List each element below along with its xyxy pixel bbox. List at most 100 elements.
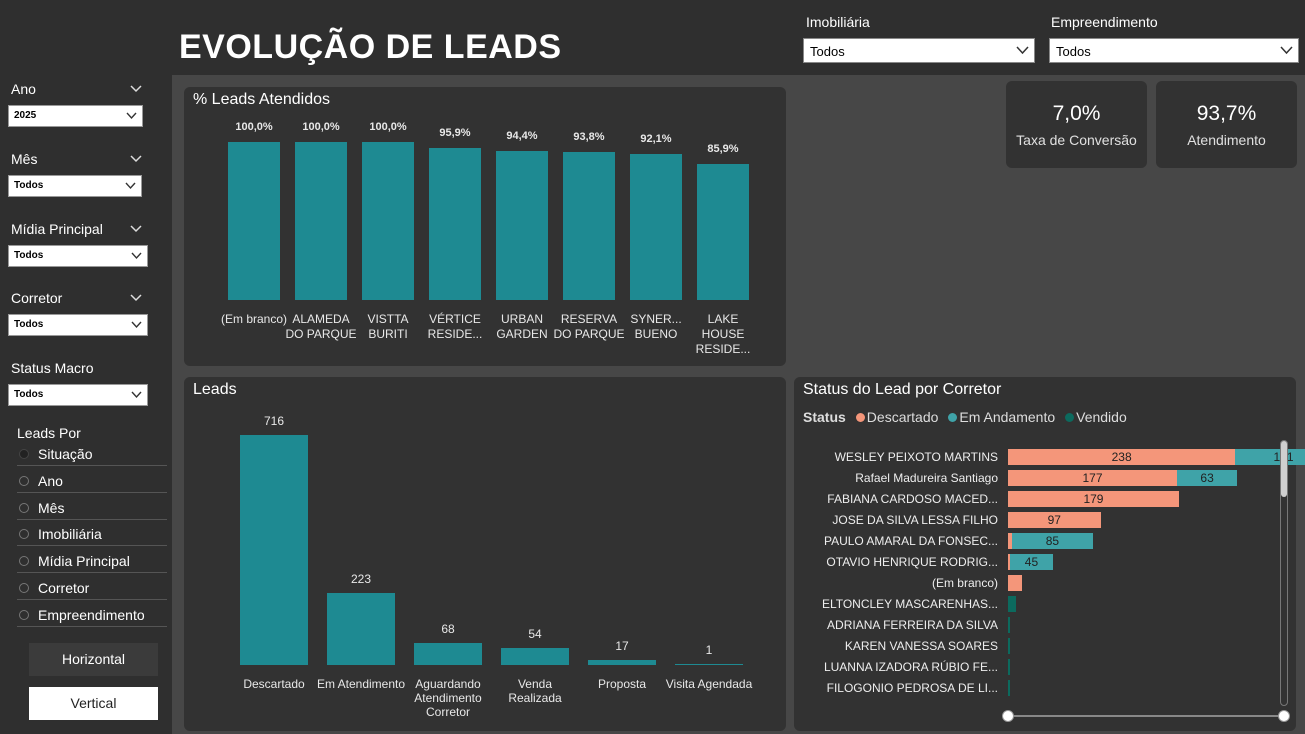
bar[interactable] [228,142,280,300]
horizontal-zoom-slider[interactable] [1008,715,1284,717]
filter-label: Status Macro [11,360,94,376]
category-label: LAKE HOUSE RESIDE... [695,312,751,356]
zoom-slider-end-handle[interactable] [1278,710,1290,722]
bar[interactable] [414,643,482,665]
radio-label: Empreendimento [38,606,145,623]
kpi-atendimento: 93,7% Atendimento [1156,81,1297,168]
bar-segment[interactable] [1008,617,1010,633]
kpi-label: Taxa de Conversão [1016,132,1137,148]
radio-option[interactable]: Ano [17,471,167,493]
data-label: 100,0% [369,121,407,133]
chevron-down-icon [125,182,136,190]
radio-option[interactable]: Empreendimento [17,605,167,627]
bar-segment[interactable]: 63 [1177,470,1238,486]
bar-segment[interactable] [1008,533,1012,549]
vertical-button[interactable]: Vertical [29,687,158,720]
filter-select[interactable]: Todos [8,245,148,267]
empreendimento-select[interactable]: Todos [1049,38,1299,63]
scrollbar-thumb[interactable] [1281,441,1287,497]
chevron-down-icon [131,252,142,260]
legend-item-em-andamento[interactable]: Em Andamento [948,409,1055,425]
chart-title: Status do Lead por Corretor [803,381,1002,398]
bar[interactable] [588,659,656,665]
corretor-name: LUANNA IZADORA RÚBIO FE... [823,660,998,674]
bar-segment[interactable]: 101 [1235,449,1305,465]
filter-select[interactable]: Todos [8,384,148,406]
bar-segment[interactable] [1008,680,1010,696]
bar[interactable] [295,142,347,300]
chevron-down-icon [130,85,142,93]
corretor-name: ADRIANA FERREIRA DA SILVA [827,618,998,632]
legend-label: Descartado [866,409,939,425]
corretor-name: ELTONCLEY MASCARENHAS... [821,597,998,611]
bar[interactable] [327,593,395,665]
radio-label: Mês [38,499,65,516]
bar[interactable] [501,647,569,665]
legend-label: Vendido [1076,409,1127,425]
imobiliaria-select[interactable]: Todos [803,38,1035,63]
radio-option[interactable]: Corretor [17,578,167,600]
filter-select[interactable]: Todos [8,175,142,197]
bar-segment[interactable]: 177 [1008,470,1178,486]
category-label: Em Atendimento [316,677,406,691]
legend-swatch [1065,412,1075,422]
bar-segment[interactable] [1008,575,1023,591]
radio-label: Imobiliária [38,526,102,543]
bar-segment[interactable]: 97 [1008,512,1101,528]
bar[interactable] [496,150,548,300]
corretor-name: FABIANA CARDOSO MACED... [827,492,998,506]
corretor-name: PAULO AMARAL DA FONSEC... [823,534,998,548]
bar[interactable] [362,142,414,300]
filter-label: Mídia Principal [11,221,103,237]
imobiliaria-value: Todos [810,44,845,59]
category-label: ALAMEDA DO PARQUE [285,312,357,341]
legend-item-descartado[interactable]: Descartado [855,409,939,425]
bar-segment[interactable]: 85 [1011,533,1093,549]
radio-option[interactable]: Imobiliária [17,524,167,547]
legend-title: Status [803,409,846,425]
legend-item-vendido[interactable]: Vendido [1065,409,1127,425]
corretor-name: JOSE DA SILVA LESSA FILHO [832,513,998,527]
filter-collapse-toggle[interactable] [130,85,142,95]
filter-value: 2025 [14,110,37,121]
filter-collapse-toggle[interactable] [130,225,142,235]
bar-segment[interactable]: 238 [1008,449,1236,465]
kpi-value: 7,0% [1052,102,1101,125]
bar[interactable] [563,151,615,300]
category-label: Descartado [243,677,305,691]
category-label: RESERVA DO PARQUE [553,312,625,341]
data-label: 94,4% [506,129,538,142]
chevron-down-icon [1016,46,1029,55]
radio-icon [19,529,29,540]
bar[interactable] [697,164,749,300]
filter-collapse-toggle[interactable] [130,155,142,165]
bar-segment[interactable]: 45 [1010,554,1053,570]
horizontal-button[interactable]: Horizontal [29,643,158,676]
radio-icon [19,583,29,593]
data-label: 1 [705,643,713,657]
vertical-scrollbar[interactable] [1280,440,1288,706]
empreendimento-label: Empreendimento [1051,14,1158,30]
corretor-name: Rafael Madureira Santiago [855,471,998,485]
bar-segment[interactable] [1008,554,1010,570]
filter-select[interactable]: 2025 [8,105,143,127]
corretor-name: WESLEY PEIXOTO MARTINS [834,450,998,464]
radio-option[interactable]: Mês [17,498,167,520]
filter-select[interactable]: Todos [8,314,148,336]
zoom-slider-start-handle[interactable] [1002,710,1014,722]
bar[interactable] [429,148,481,300]
bar-segment[interactable] [1008,638,1010,654]
bar-segment[interactable] [1008,596,1016,612]
bar-segment[interactable] [1008,659,1010,675]
filter-collapse-toggle[interactable] [130,294,142,304]
bar[interactable] [240,435,308,665]
filter-label: Ano [11,81,36,97]
corretor-name: KAREN VANESSA SOARES [844,639,998,653]
bar[interactable] [630,154,682,300]
radio-option[interactable]: Mídia Principal [17,551,167,574]
radio-option[interactable]: Situação [17,444,167,466]
chevron-down-icon [130,225,142,233]
bar[interactable] [675,664,743,665]
bar-segment[interactable]: 179 [1008,491,1179,507]
chart-legend: Status Descartado Em Andamento Vendido [803,409,1133,425]
